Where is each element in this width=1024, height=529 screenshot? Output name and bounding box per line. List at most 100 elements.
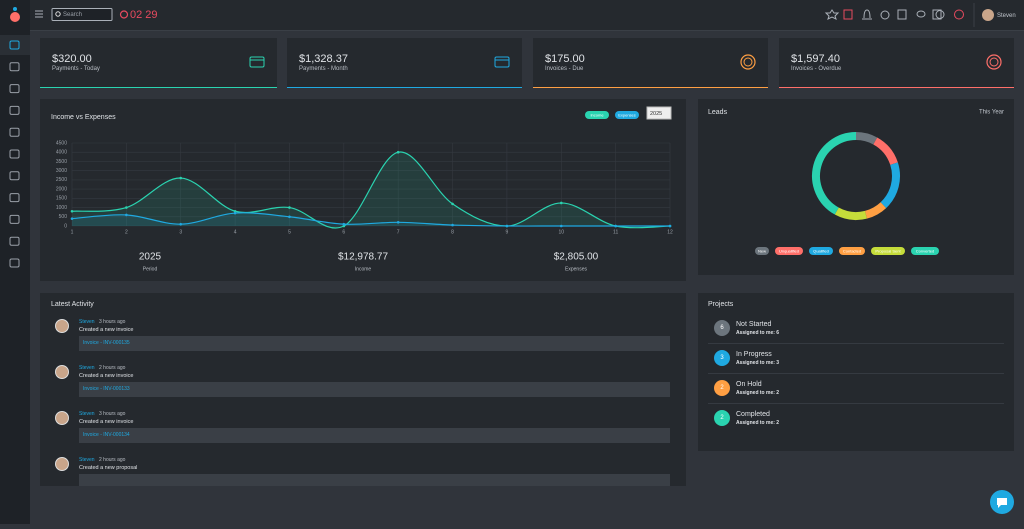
data-point xyxy=(342,222,346,226)
x-tick-label: 5 xyxy=(288,229,291,235)
x-tick-label: 12 xyxy=(667,229,673,235)
activity-link[interactable]: Invoice - INV-000134 xyxy=(79,428,670,443)
search-placeholder: Search xyxy=(63,12,82,18)
stat-value: $1,328.37 xyxy=(299,53,348,65)
summary-value: 2025 xyxy=(139,252,162,263)
legend-pill xyxy=(615,111,639,119)
assigned-label: Assigned to me: xyxy=(736,330,775,336)
donut-segment xyxy=(864,202,887,219)
nav-icon xyxy=(9,149,20,159)
legend-pill xyxy=(585,111,609,119)
series-area xyxy=(72,212,670,227)
projects-panel: Projects 6 Not Started Assigned to me: 6 3 In… xyxy=(698,293,1014,451)
chat-button[interactable] xyxy=(988,488,1016,516)
legend-pill[interactable] xyxy=(911,247,939,255)
x-tick-label: 4 xyxy=(234,229,237,235)
card-icon xyxy=(494,56,510,68)
x-tick-label: 1 xyxy=(71,229,74,235)
activity-user[interactable]: Steven xyxy=(79,457,95,463)
legend-label: Unqualified xyxy=(779,249,799,254)
legend-label: Proposal Sent xyxy=(875,249,901,254)
legend-label: New xyxy=(758,249,766,254)
activity-user[interactable]: Steven xyxy=(79,319,95,325)
stat-value: $320.00 xyxy=(52,53,92,65)
nav-icon xyxy=(9,214,20,224)
data-point xyxy=(614,224,617,228)
stat-card: $1,597.40 Invoices - Overdue xyxy=(779,38,1014,88)
stat-value: $1,597.40 xyxy=(791,53,840,65)
project-assigned: Assigned to me: 6 xyxy=(736,330,779,336)
user-avatar[interactable] xyxy=(982,9,994,21)
assigned-label: Assigned to me: xyxy=(736,360,775,366)
search-box[interactable] xyxy=(51,8,113,21)
topbar-icons: Search 02 29 Steven xyxy=(35,3,1016,27)
project-status: On Hold xyxy=(736,381,762,388)
legend-pill[interactable] xyxy=(871,247,905,255)
summary-value: $12,978.77 xyxy=(338,252,388,263)
legend-pill[interactable] xyxy=(755,247,769,255)
y-tick-label: 4500 xyxy=(56,140,67,146)
nav-icon xyxy=(9,236,20,246)
status-badge: 6 xyxy=(714,320,730,336)
legend-pill[interactable] xyxy=(775,247,803,255)
timer: 02 29 xyxy=(130,9,158,21)
separator xyxy=(708,373,1004,374)
project-assigned: Assigned to me: 3 xyxy=(736,360,779,366)
activity-text: Created a new proposal xyxy=(79,465,138,471)
activity-link[interactable]: Invoice - INV-000133 xyxy=(79,382,670,397)
status-badge: 2 xyxy=(714,380,730,396)
activity-link[interactable] xyxy=(79,474,670,486)
y-tick-label: 1500 xyxy=(56,196,67,202)
nav-icon xyxy=(9,84,20,94)
activity-user[interactable]: Steven xyxy=(79,365,95,371)
sidebar xyxy=(0,0,30,524)
assigned-label: Assigned to me: xyxy=(736,390,775,396)
stat-icon xyxy=(740,54,756,70)
data-point xyxy=(179,176,183,180)
stat-card: $1,328.37 Payments - Month xyxy=(287,38,522,88)
chart-title: Leads xyxy=(708,109,728,116)
data-point xyxy=(396,221,400,224)
chart-title: Income vs Expenses xyxy=(51,114,116,121)
x-tick-label: 3 xyxy=(179,229,182,235)
y-tick-label: 0 xyxy=(64,223,67,229)
leads-chart: Leads This Year New Unqualified Qualified Con… xyxy=(708,109,1004,255)
data-point xyxy=(451,202,454,206)
nav-icon xyxy=(9,258,20,268)
y-tick-label: 2000 xyxy=(56,186,67,192)
year-select[interactable] xyxy=(646,106,672,120)
donut-segment xyxy=(834,207,867,220)
stat-label: Payments - Month xyxy=(299,66,348,72)
active-item xyxy=(0,35,30,55)
assigned-count: 2 xyxy=(776,390,780,396)
avatar xyxy=(55,411,69,425)
activity-time: 3 hours ago xyxy=(99,411,126,417)
activity-text: Created a new invoice xyxy=(79,419,134,425)
summary-label: Period xyxy=(143,266,158,272)
stat-label: Invoices - Due xyxy=(545,66,584,72)
data-point xyxy=(70,209,74,213)
legend-pill[interactable] xyxy=(839,247,865,255)
y-tick-label: 4000 xyxy=(56,150,67,156)
stat-value: $175.00 xyxy=(545,53,585,65)
data-point xyxy=(179,222,183,226)
nav-icon xyxy=(9,105,20,115)
stat-card: $320.00 Payments - Today xyxy=(40,38,277,88)
leads-panel: Leads This Year New Unqualified Qualified Con… xyxy=(698,99,1014,275)
activity-link[interactable]: Invoice - INV-000135 xyxy=(79,336,670,351)
data-point xyxy=(505,224,509,228)
donut-segment xyxy=(880,162,900,209)
nav-icon xyxy=(9,193,20,203)
legend-label: Qualified xyxy=(813,249,829,254)
activity-time: 3 hours ago xyxy=(99,319,126,325)
stat-label: Invoices - Overdue xyxy=(791,66,842,72)
status-badge: 3 xyxy=(714,350,730,366)
assigned-label: Assigned to me: xyxy=(736,420,775,426)
data-point xyxy=(288,215,291,219)
activity-time: 2 hours ago xyxy=(99,365,126,371)
activity-user[interactable]: Steven xyxy=(79,411,95,417)
user-name[interactable]: Steven xyxy=(997,13,1016,19)
data-point xyxy=(70,217,74,220)
legend-pill[interactable] xyxy=(809,247,833,255)
separator xyxy=(708,403,1004,404)
